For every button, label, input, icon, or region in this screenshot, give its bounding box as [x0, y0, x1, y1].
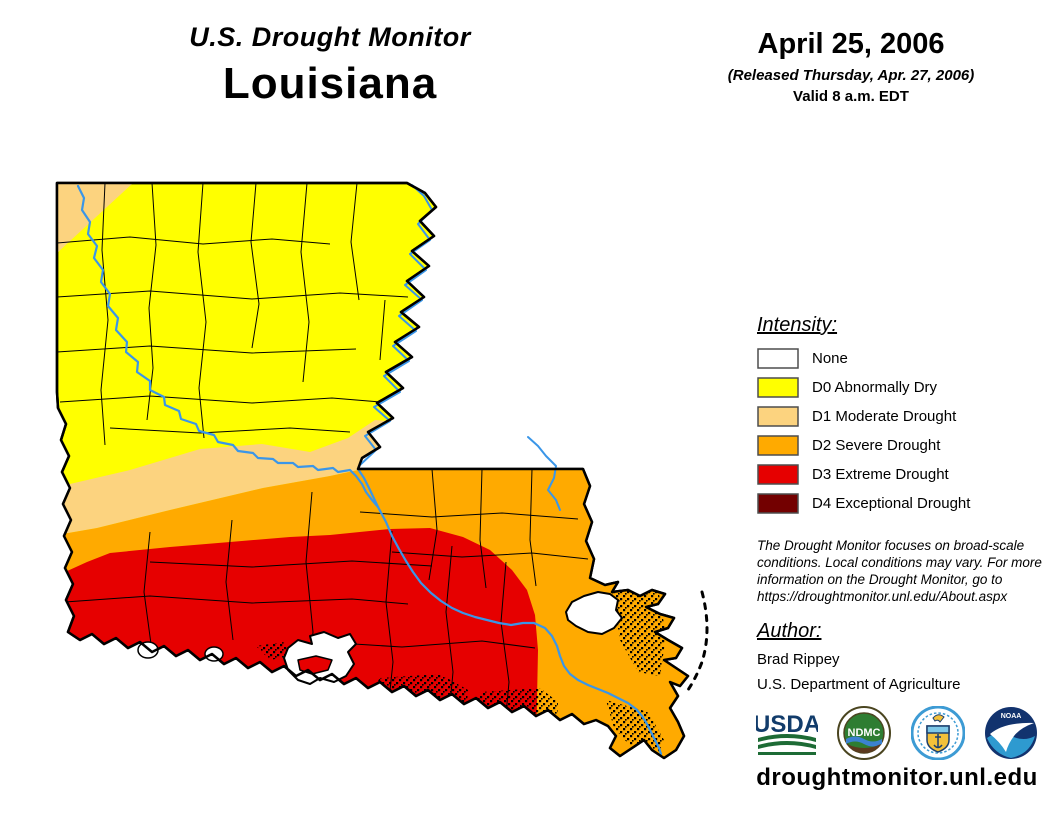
map-date: April 25, 2006: [757, 28, 945, 60]
legend-swatch-d0: [757, 377, 799, 398]
noaa-gull-icon: [989, 722, 1034, 752]
released-date: (Released Thursday, Apr. 27, 2006): [727, 67, 975, 84]
legend-item-d1: D1 Moderate Drought: [757, 406, 1049, 427]
commerce-seal-logo: [910, 706, 965, 760]
legend-item-d0: D0 Abnormally Dry: [757, 377, 1049, 398]
commerce-shield-chief-icon: [925, 725, 950, 734]
noaa-logo-text: NOAA: [1001, 713, 1022, 720]
region-title: Louisiana: [222, 59, 438, 108]
site-url: droughtmonitor.unl.edu: [756, 764, 1038, 791]
page-title: U.S. Drought Monitor: [189, 22, 471, 52]
d1-central-band: [57, 420, 432, 535]
commerce-anchor-icon: [933, 734, 943, 749]
legend-item-d3: D3 Extreme Drought: [757, 464, 1049, 485]
legend-item-none: None: [757, 348, 1049, 369]
ndmc-logo: NDMC: [837, 706, 892, 760]
disclaimer-text: The Drought Monitor focuses on broad-sca…: [757, 537, 1056, 605]
ndmc-wave-icon: [846, 736, 883, 747]
noaa-logo: NOAA: [984, 707, 1037, 759]
agency-logos: USDA NDMC NOAA: [756, 704, 1038, 762]
mississippi-river-border: [359, 184, 433, 466]
disclaimer-line: The Drought Monitor focuses on broad-sca…: [757, 538, 1025, 553]
legend-swatch-d4: [757, 493, 799, 514]
usda-swoosh-icon: [758, 752, 816, 755]
header: U.S. Drought Monitor Louisiana: [80, 22, 580, 109]
marsh-texture-delta: [606, 700, 664, 754]
legend-swatch-d2: [757, 435, 799, 456]
author-org: U.S. Department of Agriculture: [757, 676, 961, 693]
usda-logo: USDA: [756, 711, 818, 755]
legend-label: D4 Exceptional Drought: [812, 495, 971, 512]
usda-swoosh-icon: [758, 734, 816, 742]
legend-label: D3 Extreme Drought: [812, 466, 949, 483]
disclaimer-line: information on the Drought Monitor, go t…: [757, 572, 1003, 587]
marsh-texture-barataria: [472, 688, 558, 750]
legend-label: D1 Moderate Drought: [812, 408, 957, 425]
parish-boundaries-north: [57, 183, 409, 446]
legend-swatch-d1: [757, 406, 799, 427]
barrier-islands-arc: [686, 590, 709, 692]
usda-swoosh-icon: [758, 741, 816, 749]
intensity-legend: Intensity: None D0 Abnormally Dry D1 Mod…: [757, 314, 1049, 522]
disclaimer-line: conditions. Local conditions may vary. F…: [757, 555, 1042, 570]
ndmc-logo-text: NDMC: [848, 727, 881, 739]
d1-northwest-wedge: [57, 183, 133, 253]
marsh-texture-terrebonne: [372, 674, 468, 730]
legend-swatch-none: [757, 348, 799, 369]
commerce-eagle-icon: [932, 714, 945, 723]
parish-boundaries-south: [64, 491, 536, 727]
legend-item-d4: D4 Exceptional Drought: [757, 493, 1049, 514]
ndmc-soil-icon: [847, 744, 882, 753]
legend-label: D2 Severe Drought: [812, 437, 941, 454]
state-outline: [55, 181, 690, 760]
author-panel: Author: Brad Rippey U.S. Department of A…: [757, 620, 1056, 693]
disclaimer-line: https://droughtmonitor.unl.edu/About.asp…: [757, 589, 1008, 604]
legend-item-d2: D2 Severe Drought: [757, 435, 1049, 456]
legend-label: D0 Abnormally Dry: [812, 379, 938, 396]
legend-swatch-d3: [757, 464, 799, 485]
mississippi-river-lower: [356, 467, 663, 756]
usda-logo-text: USDA: [756, 711, 818, 738]
author-name: Brad Rippey: [757, 651, 840, 668]
grand-lake: [204, 646, 224, 662]
ouachita-river: [527, 436, 561, 511]
lake-pontchartrain: [565, 591, 623, 635]
author-title: Author:: [757, 620, 822, 642]
legend-title: Intensity:: [757, 314, 838, 336]
valid-time: Valid 8 a.m. EDT: [793, 88, 909, 105]
parish-boundaries-east: [359, 468, 589, 589]
date-panel: April 25, 2006 (Released Thursday, Apr. …: [700, 28, 1002, 105]
legend-label: None: [812, 350, 848, 367]
red-river: [76, 184, 380, 509]
marsh-texture-chenier: [256, 642, 290, 660]
